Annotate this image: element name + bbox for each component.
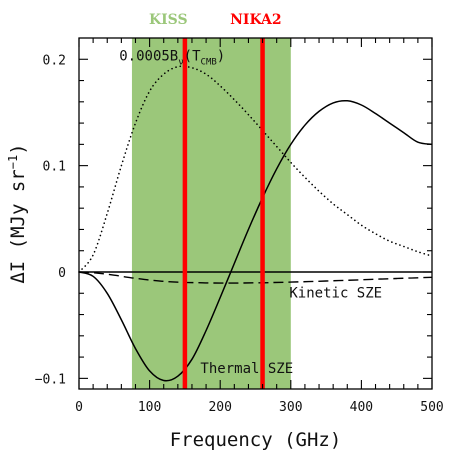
thermal-sze-curve — [78, 99, 433, 382]
planck-coefficient: 0.0005B — [119, 48, 178, 64]
thermal-sze-label: Thermal SZE — [200, 361, 293, 377]
y-tick-label: 0.2 — [43, 53, 66, 68]
x-tick-label: 500 — [420, 400, 443, 415]
y-tick-label: −0.1 — [35, 372, 66, 387]
planck-annotation: 0.0005Bν(TCMB) — [119, 48, 225, 67]
kinetic-sze-label: Kinetic SZE — [289, 286, 382, 302]
band-layer — [131, 38, 291, 389]
y-axis-title: ΔI (MJy sr−1) — [6, 143, 29, 283]
planck-cmb-subscript: CMB — [201, 57, 217, 67]
x-tick-label: 400 — [350, 400, 373, 415]
x-axis-title: Frequency (GHz) — [170, 429, 342, 451]
curve-layer — [78, 65, 433, 382]
planck-close: ) — [217, 48, 225, 64]
x-tick-label: 100 — [138, 400, 161, 415]
band-label-layer: KISS NIKA2 — [149, 12, 282, 28]
x-tick-label: 0 — [75, 400, 83, 415]
planck-temp-open: (T — [184, 48, 201, 64]
planck-nu-subscript: ν — [178, 57, 183, 67]
nika2-label: NIKA2 — [230, 12, 282, 28]
y-tick-label: 0.1 — [43, 160, 66, 175]
tick-layer: 0 100 200 300 400 500 −0.1 0 0.1 0.2 — [35, 38, 444, 415]
y-axis-title-exponent: −1 — [6, 155, 20, 169]
vline-layer — [182, 38, 265, 389]
kiss-label: KISS — [149, 12, 188, 28]
x-tick-label: 200 — [208, 400, 231, 415]
kiss-band — [131, 38, 291, 389]
x-tick-label: 300 — [279, 400, 302, 415]
plot-frame — [78, 37, 433, 390]
y-axis-title-close: ) — [7, 143, 29, 154]
y-axis-title-main: ΔI (MJy sr — [7, 169, 29, 283]
planck-curve — [78, 65, 433, 273]
y-tick-label: 0 — [58, 266, 66, 281]
